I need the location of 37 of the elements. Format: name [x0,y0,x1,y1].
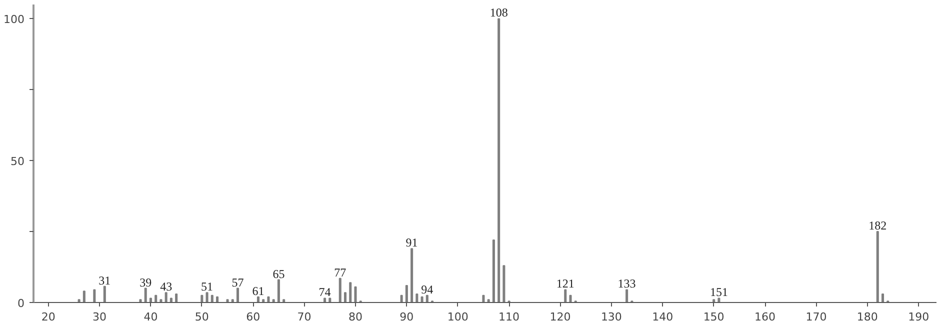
annotation: 108 [490,6,508,20]
x-tick-label: 120 [550,310,571,324]
annotation: 61 [252,284,264,298]
annotation: 182 [868,218,887,233]
annotation: 151 [710,285,728,300]
annotation: 74 [318,285,331,300]
annotation: 94 [421,282,434,296]
x-tick-label: 130 [600,310,622,324]
annotation: 121 [556,276,574,291]
y-tick-label: 50 [10,155,25,168]
x-tick-label: 150 [703,310,724,324]
x-tick-label: 180 [856,310,878,324]
x-tick-label: 50 [194,310,209,324]
x-tick-label: 140 [652,310,674,324]
annotation: 77 [334,265,346,280]
x-tick-label: 80 [348,310,362,324]
y-tick-label: 0 [18,297,24,310]
x-tick-label: 40 [144,310,158,324]
x-tick-label: 90 [400,310,414,324]
annotation: 31 [98,273,111,288]
x-tick-label: 160 [754,310,776,324]
annotation: 43 [160,280,172,294]
x-tick-label: 60 [246,310,260,324]
annotation: 57 [232,275,244,290]
annotation: 39 [140,275,152,290]
x-tick-label: 100 [447,310,468,324]
x-tick-label: 170 [806,310,827,324]
y-tick-label: 100 [4,13,25,26]
x-tick-label: 20 [41,310,56,324]
annotation: 51 [201,280,214,294]
annotation: 91 [406,236,418,250]
x-tick-label: 190 [908,310,930,324]
annotation: 133 [618,276,636,291]
annotation: 65 [272,266,285,281]
x-tick-label: 110 [498,310,520,324]
x-tick-label: 70 [297,310,312,324]
x-tick-label: 30 [92,310,107,324]
